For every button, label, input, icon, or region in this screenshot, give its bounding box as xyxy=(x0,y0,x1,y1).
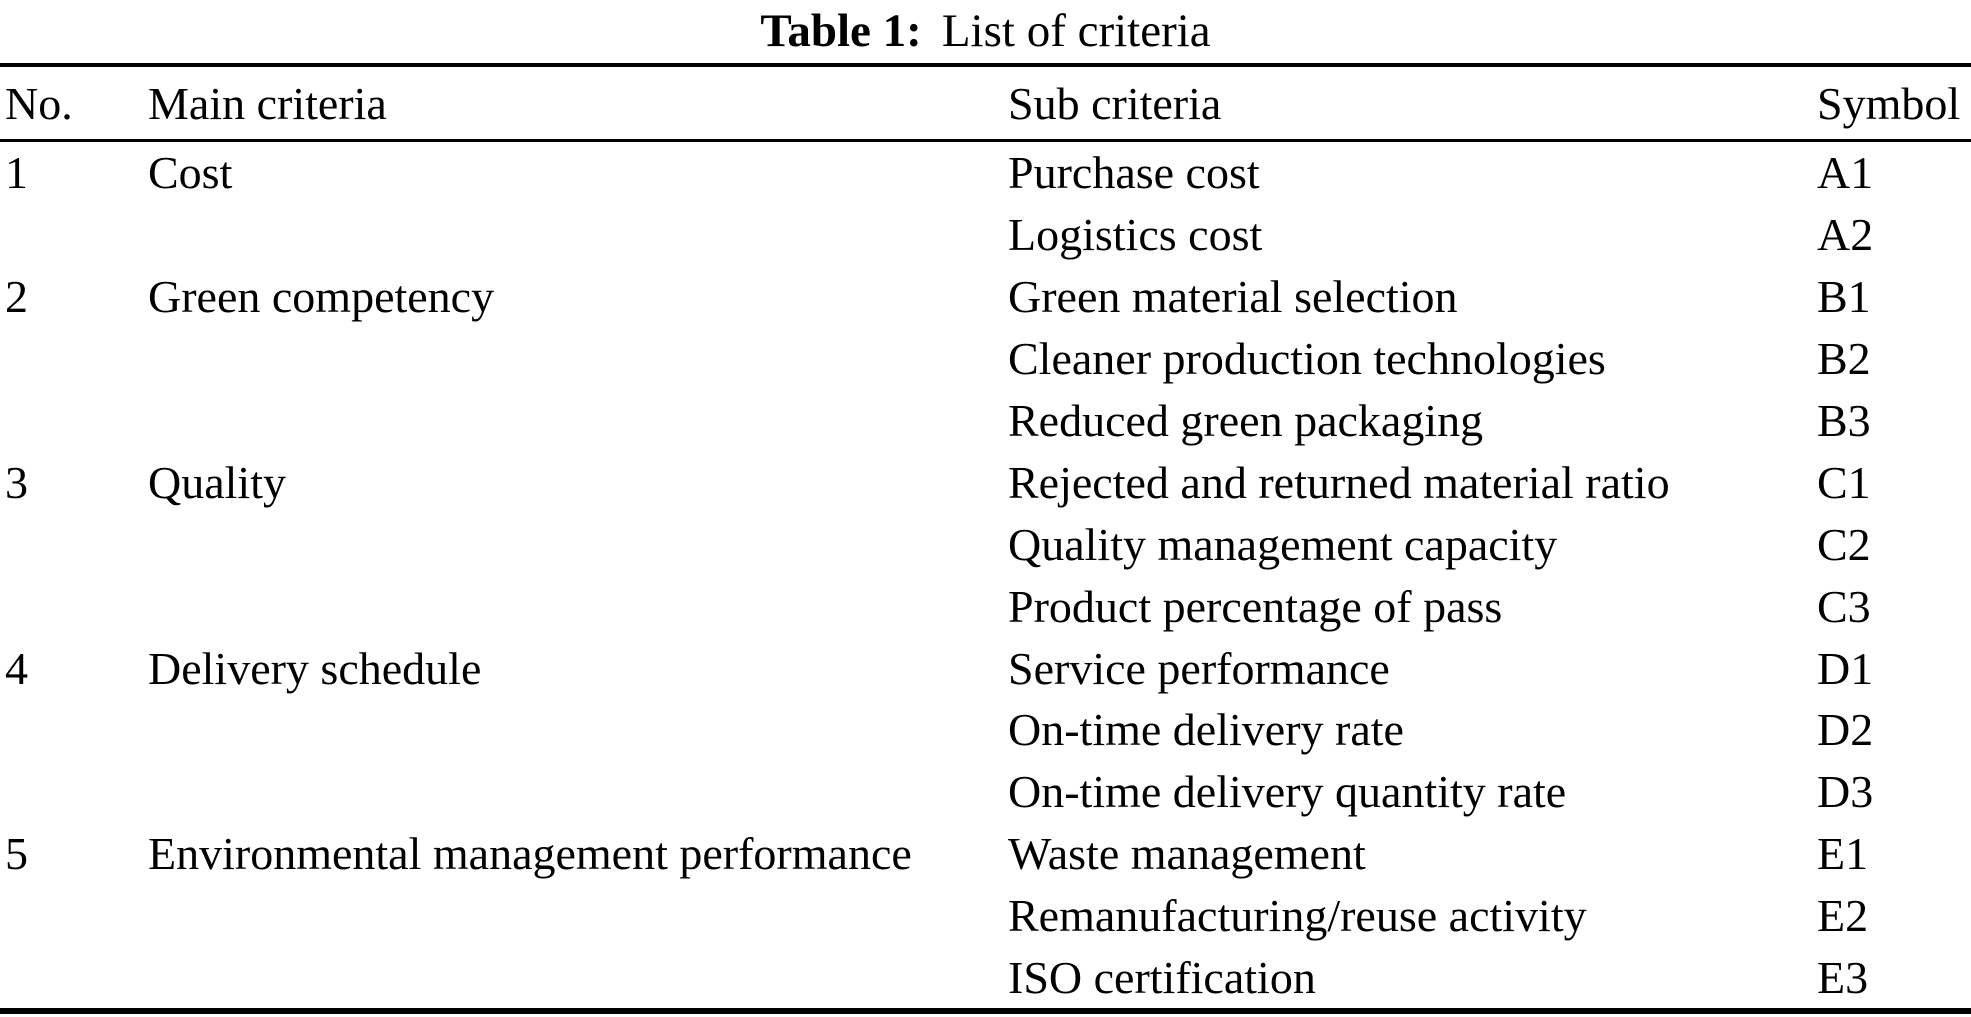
cell-symbol: E3 xyxy=(1817,952,1869,1004)
cell-symbol: E2 xyxy=(1817,890,1869,942)
table-header-row: No. Main criteria Sub criteria Symbol xyxy=(0,67,1971,139)
table-row: 2 Green competency Green material select… xyxy=(0,266,1971,328)
table-header-rule xyxy=(0,139,1971,142)
cell-symbol: C3 xyxy=(1817,580,1871,632)
cell-symbol: A2 xyxy=(1817,209,1874,261)
header-cell-main-criteria: Main criteria xyxy=(148,77,387,129)
header-cell-no: No. xyxy=(5,77,73,129)
cell-no: 1 xyxy=(5,147,28,199)
cell-sub-criteria: Logistics cost xyxy=(1008,209,1263,261)
cell-main-criteria: Environmental management performance xyxy=(148,828,912,880)
cell-no: 3 xyxy=(5,456,28,508)
cell-symbol: C2 xyxy=(1817,518,1871,570)
cell-no: 4 xyxy=(5,642,28,694)
table-top-rule xyxy=(0,63,1971,67)
cell-sub-criteria: Reduced green packaging xyxy=(1008,395,1484,446)
table-row: Cleaner production technologies B2 xyxy=(0,328,1971,390)
table-row: On-time delivery quantity rate D3 xyxy=(0,761,1971,823)
table-row: 1 Cost Purchase cost A1 xyxy=(0,142,1971,204)
table-row: Product percentage of pass C3 xyxy=(0,575,1971,637)
cell-sub-criteria: Remanufacturing/reuse activity xyxy=(1008,890,1587,942)
table-row: 4 Delivery schedule Service performance … xyxy=(0,637,1971,699)
cell-no: 5 xyxy=(5,828,28,880)
cell-sub-criteria: On-time delivery quantity rate xyxy=(1008,766,1567,818)
cell-main-criteria: Cost xyxy=(148,147,233,199)
table-bottom-rule xyxy=(0,1008,1971,1015)
table-row: Quality management capacity C2 xyxy=(0,513,1971,575)
cell-symbol: E1 xyxy=(1817,828,1869,880)
table-row: 5 Environmental management performance W… xyxy=(0,823,1971,885)
cell-symbol: B2 xyxy=(1817,333,1871,385)
cell-sub-criteria: Product percentage of pass xyxy=(1008,580,1503,632)
cell-main-criteria: Delivery schedule xyxy=(148,642,482,694)
cell-sub-criteria: Rejected and returned material ratio xyxy=(1008,456,1670,508)
table-row: Logistics cost A2 xyxy=(0,204,1971,266)
table-row: ISO certification E3 xyxy=(0,947,1971,1009)
cell-symbol: A1 xyxy=(1817,147,1874,199)
cell-symbol: D3 xyxy=(1817,766,1874,818)
cell-sub-criteria: Waste management xyxy=(1008,828,1366,880)
cell-sub-criteria: On-time delivery rate xyxy=(1008,704,1404,756)
header-cell-sub-criteria: Sub criteria xyxy=(1008,77,1222,129)
table-row: 3 Quality Rejected and returned material… xyxy=(0,451,1971,513)
table-caption-title: List of criteria xyxy=(941,5,1211,57)
cell-symbol: D1 xyxy=(1817,642,1874,694)
table-caption: Table 1: List of criteria xyxy=(0,0,1971,62)
cell-sub-criteria: Cleaner production technologies xyxy=(1008,333,1606,385)
cell-sub-criteria: Green material selection xyxy=(1008,271,1458,323)
criteria-table: No. Main criteria Sub criteria Symbol 1 … xyxy=(0,63,1971,1015)
table-row: Remanufacturing/reuse activity E2 xyxy=(0,885,1971,947)
table-row: On-time delivery rate D2 xyxy=(0,699,1971,761)
header-cell-symbol: Symbol xyxy=(1817,77,1961,129)
cell-symbol: C1 xyxy=(1817,456,1871,508)
cell-sub-criteria: ISO certification xyxy=(1008,952,1316,1004)
cell-main-criteria: Green competency xyxy=(148,271,495,323)
cell-no: 2 xyxy=(5,271,28,323)
cell-sub-criteria: Quality management capacity xyxy=(1008,518,1558,570)
cell-symbol: B3 xyxy=(1817,395,1871,446)
cell-symbol: B1 xyxy=(1817,271,1871,323)
cell-symbol: D2 xyxy=(1817,704,1874,756)
cell-sub-criteria: Purchase cost xyxy=(1008,147,1260,199)
cell-sub-criteria: Service performance xyxy=(1008,642,1390,694)
cell-main-criteria: Quality xyxy=(148,456,286,508)
table-row: Reduced green packaging B3 xyxy=(0,390,1971,452)
table-caption-label: Table 1: xyxy=(760,5,922,57)
